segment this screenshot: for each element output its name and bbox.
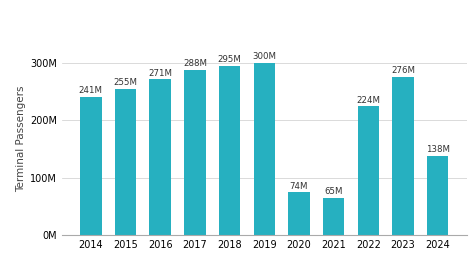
Text: 138M: 138M: [426, 145, 450, 154]
Text: 288M: 288M: [183, 59, 207, 68]
Text: Terminal passengers (millions): Terminal passengers (millions): [110, 13, 364, 28]
Bar: [288, 193, 310, 235]
Text: 295M: 295M: [218, 55, 241, 64]
Text: 224M: 224M: [356, 96, 380, 105]
Text: 271M: 271M: [148, 69, 172, 78]
Bar: [219, 66, 240, 235]
Bar: [184, 70, 206, 235]
Bar: [80, 97, 101, 235]
Text: 300M: 300M: [252, 52, 276, 61]
Bar: [323, 198, 345, 235]
Bar: [392, 77, 414, 235]
Bar: [115, 89, 136, 235]
Text: 255M: 255M: [113, 78, 137, 87]
Text: 74M: 74M: [290, 182, 308, 191]
Text: 65M: 65M: [324, 187, 343, 196]
Text: 241M: 241M: [79, 86, 103, 95]
Bar: [357, 107, 379, 235]
Bar: [149, 80, 171, 235]
Y-axis label: Terminal Passengers: Terminal Passengers: [16, 86, 26, 192]
Text: 276M: 276M: [391, 66, 415, 75]
Bar: [254, 63, 275, 235]
Bar: [427, 156, 448, 235]
